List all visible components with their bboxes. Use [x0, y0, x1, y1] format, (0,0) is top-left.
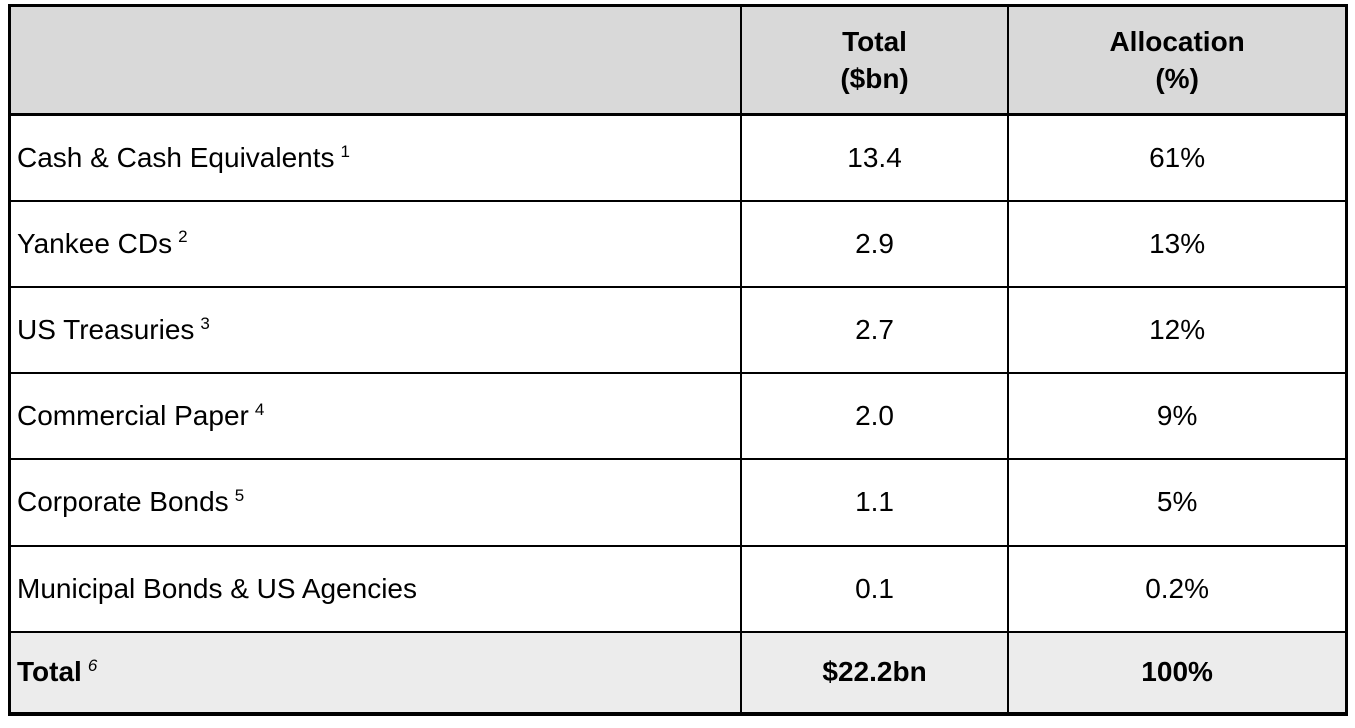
- asset-class-cell: Cash & Cash Equivalents 1: [8, 113, 742, 202]
- asset-class-label: Cash & Cash Equivalents: [17, 141, 335, 173]
- table-row-yankee-cds: Yankee CDs 2 2.9 13%: [8, 199, 1348, 288]
- total-value-cell: 1.1: [739, 458, 1010, 547]
- header-allocation-line1: Allocation: [1109, 26, 1245, 57]
- asset-class-cell: Commercial Paper 4: [8, 372, 742, 461]
- asset-class-cell: US Treasuries 3: [8, 285, 742, 375]
- allocation-value-cell: 9%: [1007, 372, 1348, 461]
- header-total-cell: Total ($bn): [739, 4, 1010, 116]
- table-row-cash: Cash & Cash Equivalents 1 13.4 61%: [8, 113, 1348, 202]
- table-row-us-treasuries: US Treasuries 3 2.7 12%: [8, 285, 1348, 375]
- asset-class-label: Municipal Bonds & US Agencies: [17, 572, 417, 604]
- allocation-value-cell: 12%: [1007, 285, 1348, 375]
- allocation-value-cell: 0.2%: [1007, 544, 1348, 633]
- header-allocation-cell: Allocation (%): [1007, 4, 1348, 116]
- total-label-cell: Total 6: [8, 630, 742, 716]
- asset-class-label: Corporate Bonds: [17, 486, 229, 518]
- asset-class-label: Commercial Paper: [17, 400, 249, 432]
- asset-class-cell: Yankee CDs 2: [8, 199, 742, 288]
- total-value-cell: 0.1: [739, 544, 1010, 633]
- header-total-line2: ($bn): [840, 63, 909, 94]
- header-total-line1: Total: [842, 26, 907, 57]
- total-value-cell: 13.4: [739, 113, 1010, 202]
- total-value-cell: 2.9: [739, 199, 1010, 288]
- table-row-municipal-bonds: Municipal Bonds & US Agencies 0.1 0.2%: [8, 544, 1348, 633]
- total-value-cell: 2.7: [739, 285, 1010, 375]
- grand-total-value-cell: $22.2bn: [739, 630, 1010, 716]
- table-row-commercial-paper: Commercial Paper 4 2.0 9%: [8, 372, 1348, 461]
- header-row: Total ($bn) Allocation (%): [8, 4, 1348, 116]
- table-total-row: Total 6 $22.2bn 100%: [8, 630, 1348, 716]
- asset-class-cell: Corporate Bonds 5: [8, 458, 742, 547]
- footnote-marker: 6: [87, 656, 98, 676]
- header-empty-cell: [8, 4, 742, 116]
- allocation-value-cell: 5%: [1007, 458, 1348, 547]
- footnote-marker: 1: [340, 141, 350, 161]
- asset-class-cell: Municipal Bonds & US Agencies: [8, 544, 742, 633]
- footnote-marker: 4: [254, 399, 265, 419]
- asset-class-label: US Treasuries: [17, 314, 195, 345]
- allocation-value-cell: 13%: [1007, 199, 1348, 288]
- total-label: Total: [17, 656, 82, 688]
- grand-total-allocation-cell: 100%: [1007, 630, 1348, 716]
- asset-class-label: Yankee CDs: [17, 227, 173, 259]
- allocation-value-cell: 61%: [1007, 113, 1348, 202]
- header-allocation-line2: (%): [1155, 63, 1199, 94]
- total-value-cell: 2.0: [739, 372, 1010, 461]
- table-row-corporate-bonds: Corporate Bonds 5 1.1 5%: [8, 458, 1348, 547]
- footnote-marker: 3: [200, 313, 210, 333]
- allocation-table: Total ($bn) Allocation (%) Cash & Cash E…: [8, 4, 1348, 716]
- footnote-marker: 5: [234, 486, 245, 506]
- footnote-marker: 2: [178, 227, 188, 247]
